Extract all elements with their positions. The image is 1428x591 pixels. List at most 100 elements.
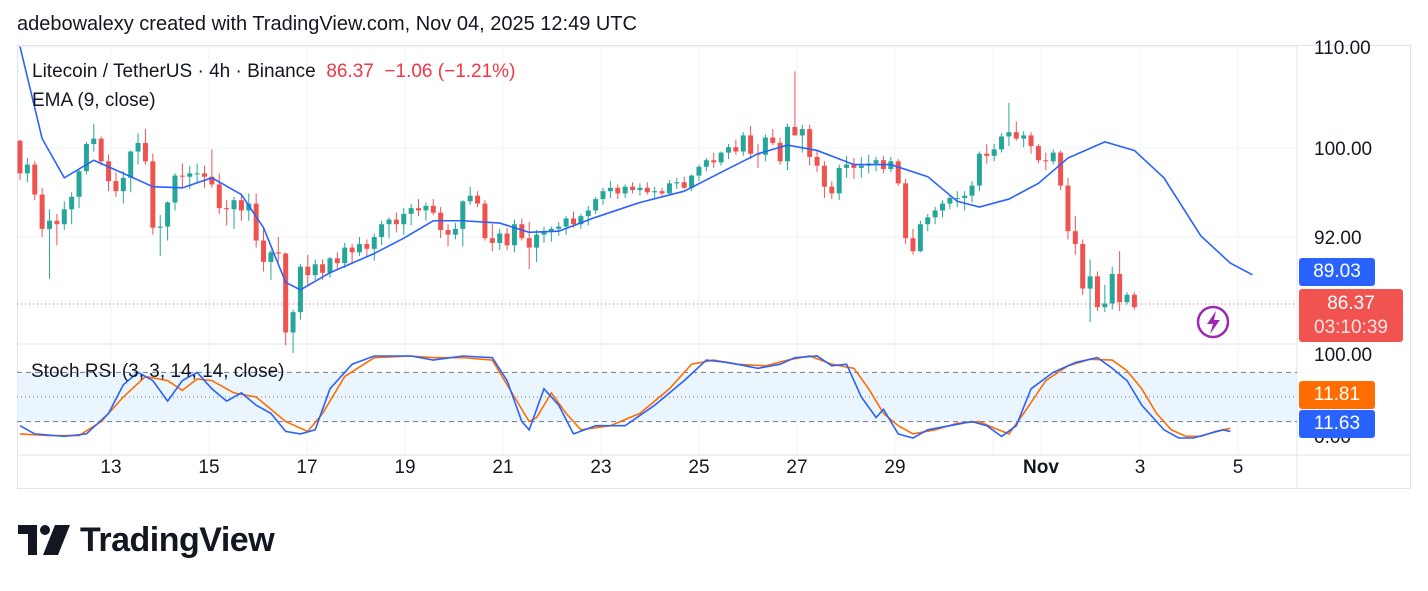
candle-body [696,166,702,176]
candle [356,237,362,256]
candle-body [578,216,584,225]
candle-body [497,233,503,243]
candle [903,178,909,245]
candle [231,196,237,229]
candle [179,163,185,188]
symbol-legend[interactable]: Litecoin / TetherUS · 4h · Binance 86.37… [32,61,515,83]
lightning-icon[interactable] [1196,305,1230,339]
candle-body [703,160,709,167]
candle-body [1013,132,1019,139]
candle-body [873,160,879,164]
stoch-rsi-lines [19,355,1231,439]
candle [762,134,768,162]
candle [482,200,488,241]
candle-body [202,173,207,177]
candle-body [187,173,193,177]
candle-body [534,234,540,248]
candle [283,252,289,346]
candle-body [423,205,429,211]
time-tick-label: 3 [1135,457,1146,478]
candle [585,205,591,226]
symbol-name: Litecoin / TetherUS · 4h · Binance [32,61,316,82]
candle-body [711,160,717,163]
candle [393,212,399,233]
candle-body [600,191,606,200]
candle [674,177,680,189]
candle-body [785,126,791,162]
candle-body [238,200,244,211]
candle-body [452,228,458,235]
candle-body [615,187,621,194]
candle-body [526,238,532,248]
candle-body [652,191,658,193]
tradingview-logo[interactable]: TradingView [18,518,275,562]
candle-body [1109,273,1115,304]
candle [711,152,717,168]
candle-body [630,186,636,191]
candle-body [349,247,355,253]
candle-body [165,202,171,227]
tradingview-wordmark: TradingView [80,520,275,559]
candle-body [275,252,281,254]
stoch-rsi-legend[interactable]: Stoch RSI (3, 3, 14, 14, close) [31,361,285,382]
candle [342,242,348,268]
candle-body [157,226,163,228]
candle-body [482,203,488,239]
candle [475,191,481,208]
candle [814,150,820,173]
candle-body [725,147,731,153]
candle-body [290,312,296,333]
candle-body [69,196,75,210]
candle [659,187,665,196]
chart-caption: adebowalexy created with TradingView.com… [17,13,637,35]
candle [622,184,628,198]
candle [1080,239,1086,295]
candle-body [799,129,805,136]
stoch-rsi-bands [17,371,1297,423]
candle [954,191,960,208]
candle [297,264,303,320]
ema-value-tag: 89.03 [1299,258,1375,286]
candle-body [379,224,385,238]
candle [1065,177,1071,240]
ema-legend[interactable]: EMA (9, close) [32,90,156,111]
candle-body [179,175,185,177]
candle [1050,149,1056,165]
candle [821,161,827,198]
candle [1021,131,1027,148]
candle-body [172,175,178,203]
candle [467,186,473,205]
candle [224,200,230,226]
candle [615,184,621,200]
time-tick-label: 25 [688,457,709,478]
candle-body [216,184,222,209]
candle-body [1087,276,1093,289]
candle-body [61,209,67,225]
candle-body [150,161,156,228]
candle-body [748,135,754,154]
candle [991,143,997,162]
candle [851,158,857,179]
candlestick-series [17,71,1137,354]
stoch-k-tag: 11.63 [1299,410,1375,438]
price-tag: 86.37 03:10:39 [1299,289,1403,342]
candle [917,220,923,253]
candle [386,217,392,239]
candle [142,129,148,165]
candle-body [106,161,112,182]
candle [438,207,444,239]
candle-body [1065,185,1071,232]
candle [829,181,835,200]
candle-body [1094,276,1100,308]
candle [1102,284,1108,313]
candle-body [24,164,30,174]
candle [962,191,968,211]
candle [83,141,89,175]
candle [460,200,466,247]
candle [932,207,938,225]
candle [541,226,547,243]
candle-body [305,266,311,276]
candle-body [571,218,576,225]
candle [312,259,318,281]
